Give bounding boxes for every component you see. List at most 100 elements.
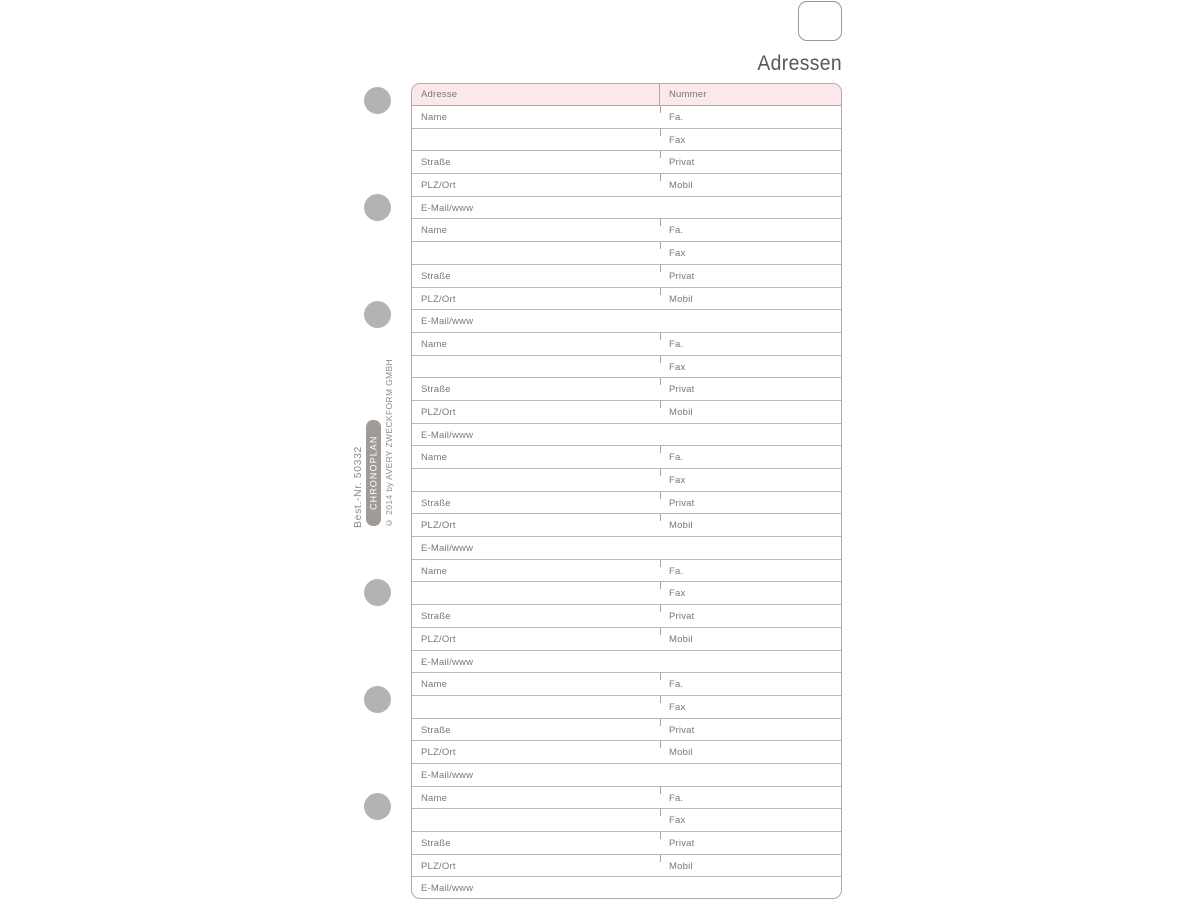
table-row[interactable]: E-Mail/www (412, 651, 841, 674)
table-row[interactable]: E-Mail/www (412, 424, 841, 447)
field-label-address[interactable]: Straße (421, 384, 451, 396)
field-label-number[interactable]: Fa. (669, 225, 684, 237)
field-label-number[interactable]: Fa. (669, 452, 684, 464)
field-label-address[interactable]: PLZ/Ort (421, 633, 456, 645)
table-row[interactable]: Fax (412, 355, 841, 379)
field-label-number[interactable]: Privat (669, 270, 695, 282)
field-label-address[interactable]: PLZ/Ort (421, 747, 456, 759)
table-row[interactable]: Name Fa. (412, 446, 841, 469)
field-label-address[interactable]: Straße (421, 270, 451, 282)
field-label-number[interactable]: Fax (669, 701, 686, 713)
field-label-address[interactable]: Straße (421, 838, 451, 849)
table-row[interactable]: E-Mail/www (412, 877, 841, 898)
field-label-number[interactable]: Privat (669, 724, 695, 736)
field-label-address[interactable]: E-Mail/www (421, 202, 474, 214)
table-row[interactable]: E-Mail/www (412, 310, 841, 333)
table-row[interactable]: Fax (412, 809, 841, 832)
field-label-number[interactable]: Fax (669, 248, 686, 260)
table-row[interactable]: Name Fa. (412, 786, 841, 810)
field-label-number[interactable]: Mobil (669, 180, 693, 192)
table-row[interactable]: Name Fa. (412, 559, 841, 583)
column-divider-tick (660, 106, 661, 113)
field-label-address[interactable]: E-Mail/www (421, 769, 474, 781)
table-row[interactable]: E-Mail/www (412, 197, 841, 220)
field-label-number[interactable]: Fa. (669, 338, 684, 350)
table-row[interactable]: PLZ/Ort Mobil (412, 174, 841, 197)
field-label-number[interactable]: Privat (669, 157, 695, 169)
field-label-address[interactable] (412, 242, 660, 264)
table-row[interactable]: Straße Privat (412, 491, 841, 515)
table-row[interactable]: Name Fa. (412, 332, 841, 356)
field-label-address[interactable]: PLZ/Ort (421, 406, 456, 418)
table-row[interactable]: Fax (412, 469, 841, 492)
field-label-address[interactable]: Straße (421, 724, 451, 736)
table-row[interactable]: Fax (412, 242, 841, 265)
field-label-address[interactable] (412, 696, 660, 718)
table-row[interactable]: Fax (412, 695, 841, 719)
field-label-address[interactable]: PLZ/Ort (421, 520, 456, 532)
table-row[interactable]: PLZ/Ort Mobil (412, 287, 841, 311)
field-label-address[interactable]: Name (421, 338, 448, 350)
field-label-number[interactable]: Mobil (669, 633, 693, 645)
table-row[interactable]: Straße Privat (412, 832, 841, 855)
field-label-address[interactable]: E-Mail/www (421, 429, 474, 441)
field-label-number[interactable]: Privat (669, 497, 695, 509)
table-row[interactable]: PLZ/Ort Mobil (412, 400, 841, 424)
field-label-address[interactable] (412, 582, 660, 604)
field-label-address[interactable]: Straße (421, 497, 451, 509)
table-row[interactable]: PLZ/Ort Mobil (412, 854, 841, 878)
table-row[interactable]: Straße Privat (412, 605, 841, 628)
field-label-address[interactable]: Name (421, 565, 448, 577)
table-row[interactable]: PLZ/Ort Mobil (412, 514, 841, 538)
field-label-number[interactable]: Mobil (669, 520, 693, 532)
table-row[interactable]: Name Fa. (412, 106, 841, 129)
field-label-address[interactable]: Straße (421, 157, 451, 169)
field-label-address[interactable] (412, 469, 660, 491)
field-label-address[interactable]: Name (421, 792, 448, 804)
table-row[interactable]: Fax (412, 128, 841, 152)
field-label-number[interactable]: Privat (669, 611, 695, 623)
field-label-number[interactable]: Mobil (669, 293, 693, 305)
field-label-address[interactable]: Name (421, 452, 448, 464)
field-label-number[interactable]: Privat (669, 384, 695, 396)
field-label-address[interactable] (412, 809, 660, 831)
field-label-number[interactable]: Fax (669, 134, 686, 146)
field-label-address[interactable]: Name (421, 112, 448, 123)
table-row[interactable]: Fax (412, 582, 841, 606)
field-label-number[interactable]: Mobil (669, 860, 693, 872)
field-label-number[interactable]: Fax (669, 361, 686, 373)
table-row[interactable]: Straße Privat (412, 151, 841, 175)
field-label-number[interactable]: Fa. (669, 112, 684, 123)
table-row[interactable]: E-Mail/www (412, 764, 841, 787)
table-row[interactable]: Straße Privat (412, 378, 841, 401)
field-label-number[interactable]: Mobil (669, 406, 693, 418)
field-label-address[interactable] (412, 129, 660, 151)
field-label-number[interactable]: Fa. (669, 792, 684, 804)
table-row[interactable]: Name Fa. (412, 219, 841, 243)
field-label-number[interactable]: Mobil (669, 747, 693, 759)
field-label-address[interactable]: Straße (421, 611, 451, 623)
field-label-number[interactable]: Fax (669, 815, 686, 827)
table-row[interactable]: Name Fa. (412, 673, 841, 696)
field-label-address[interactable] (412, 356, 660, 378)
table-row[interactable]: Straße Privat (412, 718, 841, 742)
table-row[interactable]: PLZ/Ort Mobil (412, 741, 841, 764)
table-row[interactable]: PLZ/Ort Mobil (412, 627, 841, 651)
field-label-address[interactable]: E-Mail/www (421, 883, 474, 895)
field-label-address[interactable]: PLZ/Ort (421, 860, 456, 872)
field-label-address[interactable]: E-Mail/www (421, 316, 474, 328)
field-label-address[interactable]: PLZ/Ort (421, 293, 456, 305)
field-label-number[interactable]: Fax (669, 588, 686, 600)
field-label-number[interactable]: Privat (669, 838, 695, 849)
field-label-address[interactable]: Name (421, 225, 448, 237)
field-label-number[interactable]: Fa. (669, 565, 684, 577)
field-label-address[interactable]: PLZ/Ort (421, 180, 456, 192)
field-label-number[interactable]: Fax (669, 475, 686, 486)
field-label-number[interactable]: Fa. (669, 679, 684, 691)
field-label-address[interactable]: E-Mail/www (421, 543, 474, 555)
table-row[interactable]: E-Mail/www (412, 537, 841, 560)
table-row[interactable]: Straße Privat (412, 264, 841, 288)
corner-checkbox[interactable] (798, 1, 842, 41)
field-label-address[interactable]: Name (421, 679, 448, 691)
field-label-address[interactable]: E-Mail/www (421, 656, 474, 668)
